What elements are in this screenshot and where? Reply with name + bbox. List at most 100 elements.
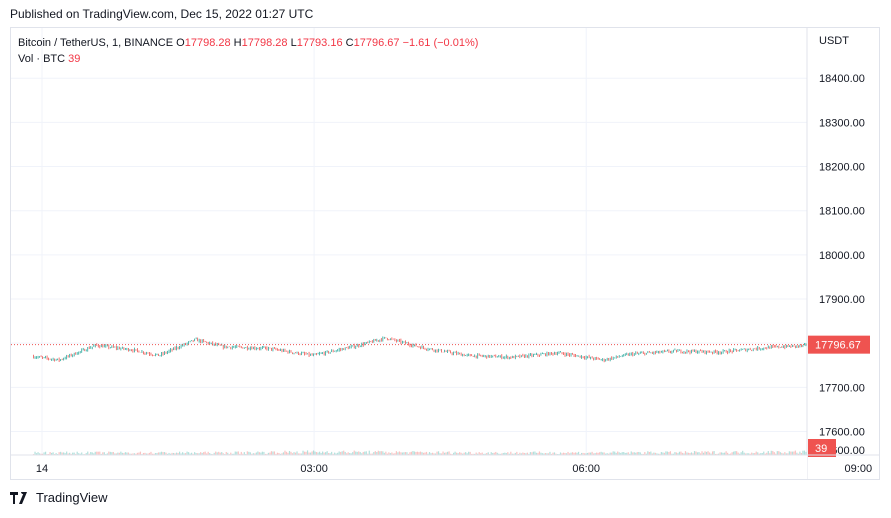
volume-bar <box>72 452 74 455</box>
volume-bar <box>269 452 271 455</box>
published-caption: Published on TradingView.com, Dec 15, 20… <box>10 7 314 21</box>
axis-currency: USDT <box>819 35 849 47</box>
volume-bar <box>660 452 662 455</box>
volume-bar <box>793 451 795 455</box>
volume-bar <box>50 452 53 455</box>
volume-bar <box>505 453 507 455</box>
volume-bar <box>200 452 202 455</box>
volume-bar <box>586 452 589 455</box>
volume-bar <box>189 453 191 455</box>
volume-bar <box>315 452 318 455</box>
volume-bar <box>615 452 617 455</box>
volume-bar <box>463 452 465 455</box>
volume-bar <box>439 453 441 455</box>
volume-bar <box>449 453 452 455</box>
volume-bar <box>145 453 148 455</box>
volume-bar <box>373 452 375 455</box>
volume-bar <box>427 453 429 455</box>
volume-bar <box>502 452 504 455</box>
chart-frame[interactable]: USDT 18400.00 18300.00 18200.00 18100.00 1800… <box>10 27 880 480</box>
volume-bar <box>492 452 494 455</box>
volume-bar <box>550 453 553 455</box>
volume-bar <box>364 451 366 455</box>
volume-bar <box>745 453 747 455</box>
legend-open-value: 17798.28 <box>184 37 231 49</box>
volume-bar <box>305 451 307 455</box>
volume-bar <box>264 453 266 455</box>
volume-bar <box>198 453 200 455</box>
volume-bar <box>242 453 244 455</box>
volume-bar <box>236 451 238 455</box>
volume-bar <box>136 452 139 455</box>
volume-bar <box>437 451 440 455</box>
volume-bar <box>40 453 42 455</box>
volume-bar <box>708 452 711 455</box>
volume-bar <box>614 451 616 455</box>
volume-bar <box>306 450 309 455</box>
volume-bar <box>612 451 614 455</box>
volume-bar <box>668 452 670 455</box>
volume-bar <box>528 453 530 455</box>
volume-bar <box>761 453 763 455</box>
volume-bar <box>35 453 38 455</box>
volume-bar <box>279 453 282 455</box>
volume-bar <box>168 452 170 455</box>
volume-bar <box>81 452 83 455</box>
volume-bar <box>493 452 495 455</box>
volume-bar <box>123 453 125 455</box>
volume-badge <box>808 439 836 457</box>
volume-bar <box>562 452 565 455</box>
volume-bar <box>769 453 771 455</box>
volume-bar <box>270 451 273 455</box>
volume-bar <box>452 452 455 455</box>
price-axis-bg <box>807 28 879 479</box>
volume-bar <box>388 452 390 455</box>
volume-bar <box>184 453 187 455</box>
volume-bar <box>748 453 750 455</box>
volume-bar <box>534 451 536 455</box>
volume-bar <box>702 452 705 455</box>
volume-bar <box>127 452 129 455</box>
volume-bar <box>115 453 117 455</box>
volume-bar <box>325 452 327 455</box>
volume-bar <box>516 451 518 455</box>
price-chart[interactable]: USDT 18400.00 18300.00 18200.00 18100.00 1800… <box>11 28 880 480</box>
volume-bar <box>605 453 607 455</box>
volume-bar <box>734 451 736 455</box>
volume-bar <box>240 451 242 455</box>
volume-bar <box>159 452 161 455</box>
volume-bar <box>273 451 276 455</box>
volume-bar <box>44 451 47 455</box>
volume-bar <box>406 452 408 455</box>
volume-bar <box>422 452 425 455</box>
volume-bar <box>737 452 739 455</box>
volume-bar <box>376 452 378 455</box>
volume-bar <box>690 452 693 455</box>
volume-bar <box>332 453 334 455</box>
volume-bar <box>231 453 233 455</box>
volume-bar <box>754 453 756 455</box>
volume-bar <box>632 452 634 455</box>
volume-bar <box>456 452 458 455</box>
volume-bar <box>415 451 417 455</box>
volume-bar <box>296 451 298 455</box>
volume-bar <box>617 451 619 455</box>
volume-bar <box>272 451 274 455</box>
volume-bar <box>419 451 422 455</box>
volume-bar <box>352 452 354 455</box>
volume-bar <box>531 452 533 455</box>
volume-bar <box>410 451 413 455</box>
volume-bar <box>183 453 185 455</box>
volume-bar <box>749 453 751 455</box>
volume-bar <box>736 451 738 455</box>
volume-bar <box>791 451 793 455</box>
volume-bar <box>633 452 635 455</box>
volume-bar <box>599 452 601 455</box>
volume-bar <box>609 452 611 455</box>
volume-bar <box>346 453 348 455</box>
volume-bar <box>638 451 640 455</box>
volume-bar <box>156 453 158 455</box>
volume-bar <box>234 451 236 455</box>
legend-low-value: 17793.16 <box>296 37 343 49</box>
volume-bar <box>284 450 286 455</box>
